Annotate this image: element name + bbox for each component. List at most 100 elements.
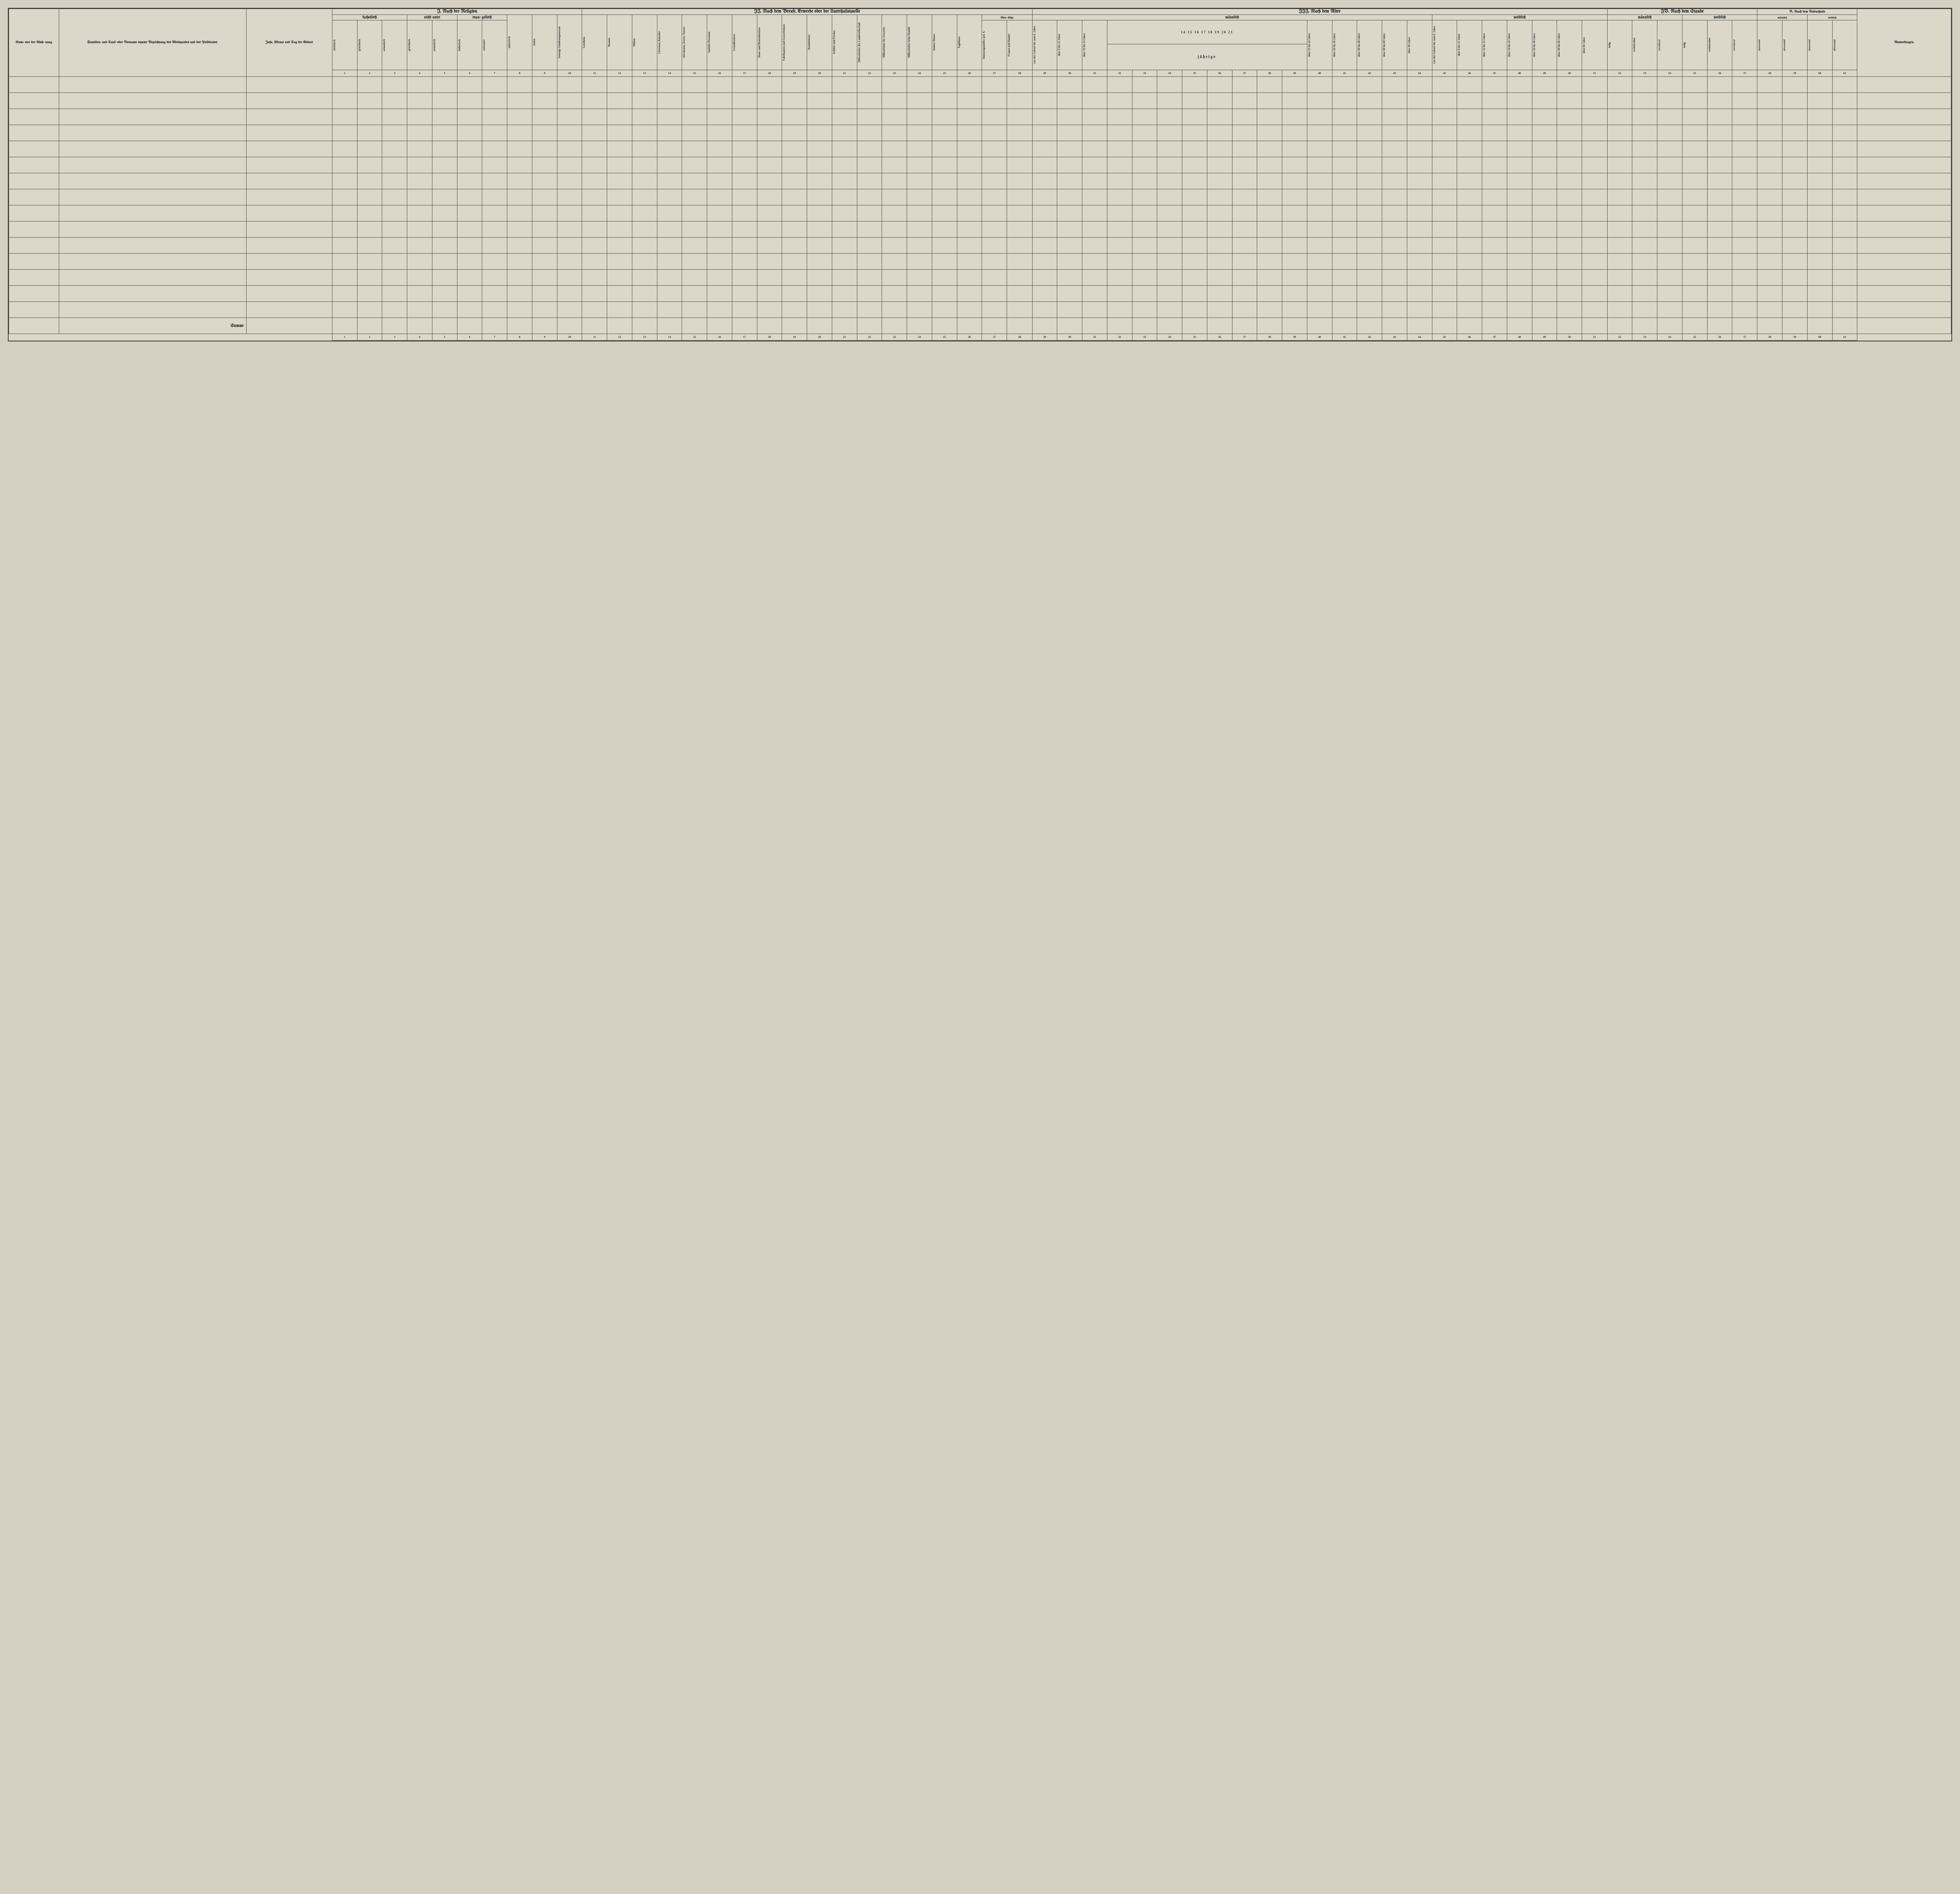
data-cell <box>59 302 246 318</box>
data-cell <box>1607 302 1632 318</box>
data-cell <box>457 254 482 270</box>
data-cell <box>1507 318 1532 334</box>
data-cell <box>657 221 682 238</box>
colnum: 18 <box>757 70 782 77</box>
data-cell <box>332 302 357 318</box>
data-cell <box>1082 77 1107 93</box>
data-cell <box>1607 173 1632 189</box>
vcol-53: verheirathet <box>1632 20 1657 70</box>
data-cell <box>1757 205 1782 221</box>
data-cell <box>1707 173 1732 189</box>
vcol-57: verwitwet <box>1732 20 1757 70</box>
data-cell <box>357 77 382 93</box>
data-cell <box>582 157 607 173</box>
data-cell <box>757 173 782 189</box>
colnum: 55 <box>1682 334 1707 341</box>
data-cell <box>932 157 957 173</box>
data-cell <box>582 173 607 189</box>
colnum: 59 <box>1782 70 1808 77</box>
data-cell <box>407 221 432 238</box>
data-cell <box>1757 173 1782 189</box>
colnum: 6 <box>457 334 482 341</box>
data-cell <box>1432 109 1457 125</box>
data-cell <box>1232 318 1257 334</box>
data-cell <box>1407 77 1432 93</box>
data-cell <box>607 238 632 254</box>
data-cell <box>1282 270 1307 286</box>
colnum: 55 <box>1682 70 1707 77</box>
data-cell <box>59 141 246 157</box>
data-cell <box>9 302 59 318</box>
colnum: 16 <box>707 334 732 341</box>
data-cell <box>1457 205 1482 221</box>
data-cell <box>1832 221 1857 238</box>
data-cell <box>1407 254 1432 270</box>
colnum: 6 <box>457 70 482 77</box>
data-cell <box>1282 109 1307 125</box>
data-cell <box>1632 221 1657 238</box>
data-cell <box>582 125 607 141</box>
data-cell <box>707 318 732 334</box>
data-cell <box>1707 141 1732 157</box>
data-cell <box>657 254 682 270</box>
data-cell <box>782 109 807 125</box>
data-cell <box>1482 189 1507 205</box>
data-cell <box>882 141 907 157</box>
data-cell <box>1357 77 1382 93</box>
data-cell <box>557 221 582 238</box>
vcol-16: Sanitäts-Personen <box>707 15 732 70</box>
data-cell <box>1857 238 1951 254</box>
colnum: 37 <box>1232 334 1257 341</box>
data-cell <box>1007 157 1032 173</box>
data-cell <box>482 205 507 221</box>
data-cell <box>1582 173 1608 189</box>
data-cell <box>507 173 532 189</box>
data-cell <box>1832 318 1857 334</box>
data-cell <box>1707 125 1732 141</box>
data-cell <box>1407 157 1432 173</box>
data-cell <box>882 125 907 141</box>
data-cell <box>1682 302 1707 318</box>
colnum: 60 <box>1807 70 1832 77</box>
data-cell <box>59 254 246 270</box>
data-cell <box>832 125 857 141</box>
data-cell <box>1382 77 1407 93</box>
data-cell <box>1232 141 1257 157</box>
data-cell <box>1607 157 1632 173</box>
data-cell <box>732 302 757 318</box>
table-row <box>9 141 1951 157</box>
data-cell <box>682 173 707 189</box>
data-cell <box>332 141 357 157</box>
data-cell <box>957 173 982 189</box>
data-cell <box>857 286 882 302</box>
data-cell <box>1007 254 1032 270</box>
data-cell <box>507 254 532 270</box>
data-cell <box>782 141 807 157</box>
data-cell <box>1082 173 1107 189</box>
col-header-nummer: Num- mer der Woh- nung <box>9 9 59 77</box>
data-cell <box>1757 93 1782 109</box>
table-row <box>9 286 1951 302</box>
data-cell <box>1657 157 1682 173</box>
data-cell <box>757 205 782 221</box>
data-cell <box>1007 77 1032 93</box>
data-cell <box>907 318 932 334</box>
data-cell <box>1782 318 1808 334</box>
data-cell <box>1282 125 1307 141</box>
data-cell <box>1557 157 1582 173</box>
data-cell <box>582 205 607 221</box>
data-cell <box>1082 141 1107 157</box>
sub-evangelisch: evan- gelisch <box>457 15 507 20</box>
data-cell <box>1607 270 1632 286</box>
table-row <box>9 189 1951 205</box>
data-cell <box>757 109 782 125</box>
data-cell <box>607 125 632 141</box>
vcol-26: Taglöhner <box>957 15 982 70</box>
data-cell <box>1082 254 1107 270</box>
data-cell <box>557 77 582 93</box>
data-cell <box>1832 238 1857 254</box>
data-cell <box>1382 318 1407 334</box>
empty-cell <box>9 334 332 341</box>
data-cell <box>682 270 707 286</box>
data-cell <box>682 254 707 270</box>
